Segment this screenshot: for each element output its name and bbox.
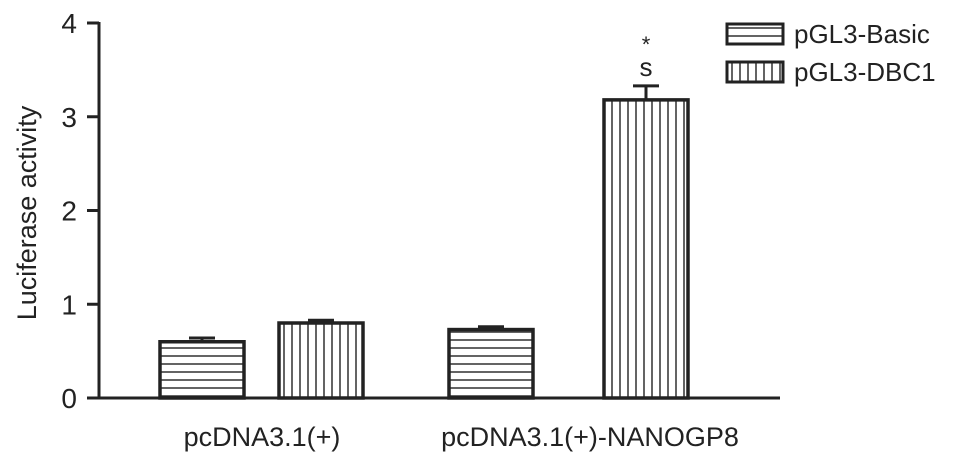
y-tick-label: 2 [61,196,77,227]
y-axis-label: Luciferase activity [12,105,42,320]
y-tick-label: 3 [61,102,77,133]
x-tick-label: pcDNA3.1(+)-NANOGP8 [441,422,739,452]
bar [447,327,535,400]
significance-marker: s [640,52,653,82]
legend-label: pGL3-DBC1 [794,57,936,87]
y-tick-label: 1 [61,289,77,320]
x-tick-labels: pcDNA3.1(+) pcDNA3.1(+)-NANOGP8 [184,422,739,452]
bars [158,84,690,400]
bar [277,321,365,400]
bar [158,340,246,400]
legend-swatch [725,22,785,46]
annotations: *s [640,32,653,82]
x-tick-label: pcDNA3.1(+) [184,422,341,452]
legend-swatch [725,60,785,84]
bar [602,98,690,400]
legend: pGL3-Basic pGL3-DBC1 [725,19,936,87]
significance-marker: * [642,32,651,57]
y-tick-label: 0 [61,383,77,414]
y-tick-label: 4 [61,8,77,39]
legend-label: pGL3-Basic [794,19,930,49]
